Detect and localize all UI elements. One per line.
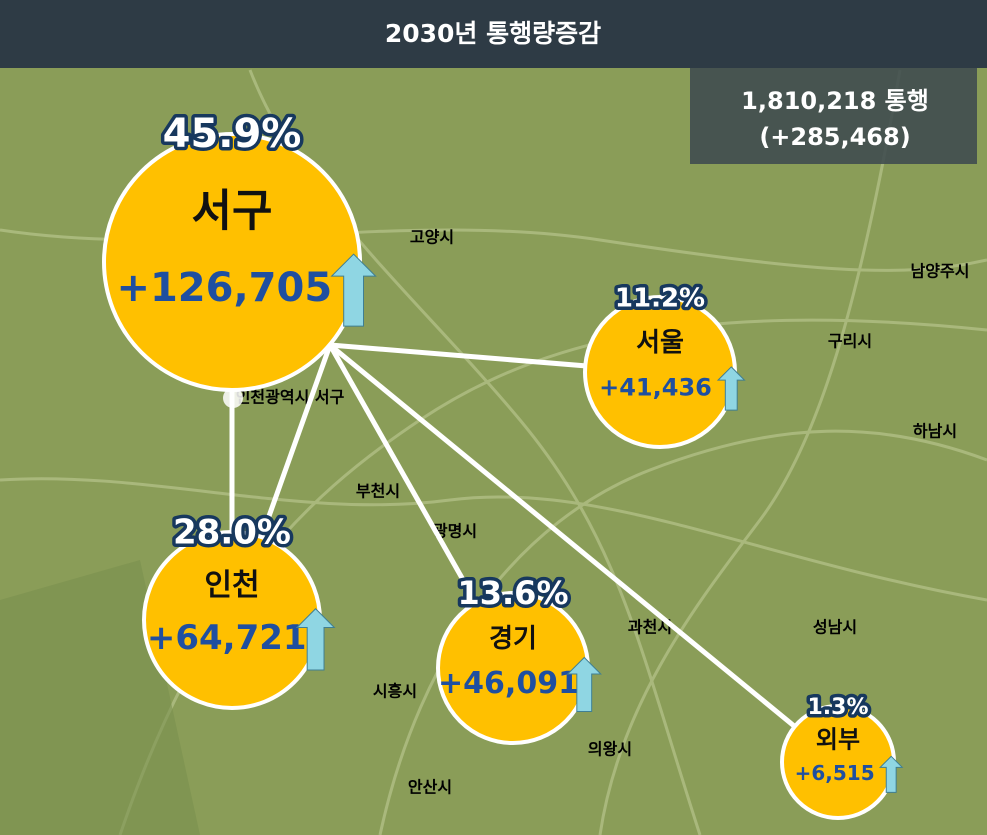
map-label: 구리시: [828, 332, 872, 351]
title-bar: [0, 0, 987, 68]
map-label: 부천시: [356, 482, 400, 501]
link-line: [328, 343, 840, 764]
region-share: 45.9%: [163, 111, 302, 157]
map-label: 남양주시: [911, 262, 970, 281]
region-change: +64,721: [147, 618, 307, 658]
region-change: +126,705: [116, 265, 332, 311]
map-label: 광명시: [433, 522, 477, 541]
increase-arrow: [716, 366, 746, 411]
region-share: 11.2%: [615, 284, 705, 314]
region-change: +41,436: [599, 374, 712, 402]
map-label: 안산시: [408, 778, 452, 797]
increase-arrow: [566, 656, 602, 712]
region-share: 13.6%: [457, 574, 568, 612]
region-circle: [583, 295, 737, 449]
increase-arrow: [878, 755, 904, 793]
increase-arrow: [330, 253, 377, 327]
map-label: 고양시: [410, 228, 454, 247]
region-name: 외부: [816, 726, 860, 754]
summary-total: 1,810,218 통행: [741, 87, 929, 115]
region-name: 서구: [192, 185, 273, 236]
region-share: 28.0%: [173, 513, 291, 553]
map-label: 인천광역시 서구: [236, 388, 345, 407]
map-label: 과천시: [628, 618, 672, 637]
summary-box: [690, 68, 977, 164]
title: 2030년 통행량증감: [385, 19, 601, 48]
map-label: 하남시: [913, 422, 957, 441]
increase-arrow: [295, 608, 336, 671]
region-name: 서울: [636, 328, 684, 358]
region-name: 인천: [204, 568, 259, 603]
region-name: 경기: [489, 624, 537, 654]
map-label: 성남시: [813, 618, 857, 637]
map-label: 시흥시: [373, 682, 417, 701]
regions: 45.9% 서구 +126,705 11.2% 서울 +41,436 28.0% 인천 +64,…: [102, 108, 904, 820]
region-change: +6,515: [795, 761, 875, 785]
region-circle: [102, 132, 362, 392]
map-label: 의왕시: [588, 740, 632, 759]
region-share: 1.3%: [807, 695, 868, 720]
summary-change: (+285,468): [759, 123, 910, 151]
region-change: +46,091: [438, 666, 579, 701]
